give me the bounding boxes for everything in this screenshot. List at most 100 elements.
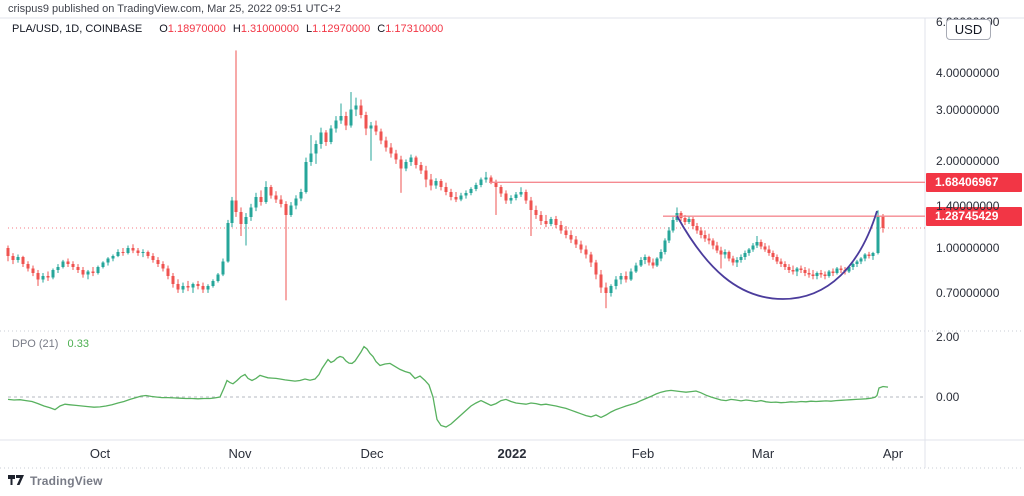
candle-body [767,249,771,254]
candle-body [21,257,25,265]
candle-body [384,140,388,148]
candle-body [687,218,691,222]
candle-body [599,274,603,288]
candle-body [196,284,200,286]
currency-toggle-button[interactable]: USD [946,19,991,40]
candle-body [206,285,210,290]
candle-body [81,269,85,275]
candle-body [815,272,819,277]
candle-body [787,266,791,270]
candle-body [424,170,428,180]
dpo-line-series [7,345,889,428]
candle-body [484,177,488,180]
candle-body [614,279,618,286]
candle-body [76,266,80,270]
candle-wick [796,266,798,277]
candle-body [867,254,871,256]
candle-body [141,251,145,254]
candle-body [851,264,855,267]
candle-body [121,251,125,254]
candle-body [106,258,110,263]
time-axis-label: 2022 [497,446,527,461]
candle-body [394,153,398,160]
ohlc-close-value: 1.17310000 [385,23,444,35]
candle-body [414,157,418,166]
candle-body [594,262,598,275]
tradingview-attribution[interactable]: TradingView [8,474,103,488]
time-axis-label: Mar [751,446,775,461]
candle-body [639,259,643,266]
candle-wick [370,121,372,161]
candle-body [131,248,135,251]
candle-body [151,255,155,260]
candle-body [574,239,578,245]
candle-body [569,234,573,240]
candle-body [66,261,70,265]
candle-body [329,128,333,143]
price-tick-label: 1.00000000 [936,241,1000,255]
candle-body [584,249,588,255]
candle-body [723,251,727,255]
price-level-badge[interactable]: 1.28745429 [926,206,1022,226]
candle-body [374,125,378,132]
indicator-value: 0.33 [67,338,89,350]
candle-body [663,240,667,252]
candle-body [469,188,473,193]
candle-body [707,238,711,241]
candle-body [404,161,408,169]
candle-body [695,226,699,231]
candle-body [299,191,303,199]
rounded-bottom-curve[interactable] [676,210,878,300]
candle-wick [340,103,342,124]
candle-body [259,196,263,203]
price-level-badge[interactable]: 1.68406967 [926,172,1022,192]
candle-body [399,159,403,169]
candle-body [847,266,851,272]
symbol-legend[interactable]: PLA/USD, 1D, COINBASE O1.18970000 H1.31000… [12,23,443,35]
candle-body [859,258,863,262]
candle-body [11,255,15,260]
candle-body [319,132,323,145]
candle-body [186,285,190,288]
candle-body [554,218,558,226]
candle-body [279,199,283,204]
candle-body [691,218,695,227]
candle-body [679,213,683,218]
indicator-tick-label: 0.00 [936,390,960,404]
candle-body [116,251,120,256]
candle-body [803,269,807,273]
candle-body [559,225,563,231]
candle-body [831,271,835,273]
candle-body [835,268,839,273]
candle-body [264,187,268,203]
candle-wick [245,213,247,246]
candle-body [699,230,703,235]
candle-wick [720,246,722,269]
candle-body [146,251,150,256]
candle-body [634,265,638,272]
candle-body [389,147,393,154]
candle-body [529,200,533,211]
candle-body [126,248,130,254]
candle-body [819,272,823,275]
indicator-legend[interactable]: DPO (21) 0.33 [12,338,89,350]
candle-body [239,212,243,224]
candle-body [379,131,383,141]
candle-wick [530,196,532,236]
price-tick-label: 0.70000000 [936,285,1000,300]
symbol-title: PLA/USD, 1D, COINBASE [12,23,143,35]
candle-wick [872,251,874,260]
candle-body [249,207,253,217]
candle-body [579,244,583,250]
candle-body [731,258,735,263]
candle-body [747,249,751,254]
candle-body [364,114,368,129]
candle-body [156,259,160,265]
candle-body [735,259,739,263]
price-tick-label: 3.00000000 [936,102,1000,117]
candle-body [444,187,448,192]
candle-body [234,200,238,213]
candle-body [604,287,608,293]
